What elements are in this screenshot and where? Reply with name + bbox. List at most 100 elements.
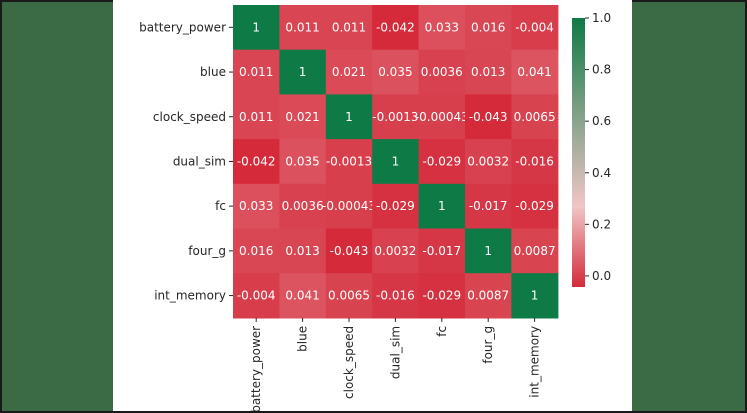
cell-value-label: 0.013 (285, 244, 319, 258)
heatmap-cell (233, 5, 280, 51)
cell-value-label: -0.017 (469, 199, 508, 213)
cell-value-label: -0.004 (237, 289, 276, 303)
y-tick-label: blue (200, 65, 226, 79)
x-tick-label: battery_power (249, 326, 263, 411)
heatmap-cell (279, 273, 327, 319)
heatmap-cell (465, 94, 512, 140)
cell-value-label: 0.011 (239, 65, 273, 79)
cell-value-label: -0.042 (237, 154, 276, 168)
cell-value-label: -0.043 (469, 110, 508, 124)
cell-value-label: 0.035 (285, 154, 319, 168)
cell-value-label: 0.0032 (374, 244, 416, 258)
cell-value-label: -0.016 (515, 154, 554, 168)
x-axis-labels: battery_power blue clock_speed dual_sim fc fo… (249, 317, 542, 411)
y-tick-label: four_g (188, 244, 226, 258)
cell-value-label: 0.041 (517, 65, 551, 79)
heatmap-cell (325, 49, 373, 95)
cell-value-label: 1 (531, 289, 539, 303)
cell-value-label: -0.029 (422, 154, 461, 168)
x-tick-label: four_g (481, 326, 495, 364)
heatmap-cell (372, 94, 420, 140)
heatmap-cell (233, 228, 280, 274)
colorbar-tick-label: 0.8 (592, 63, 611, 77)
heatmap-cell (279, 183, 327, 230)
cell-value-label: -0.029 (422, 289, 461, 303)
heatmap-cell (279, 228, 327, 274)
cell-value-label: -0.017 (422, 244, 461, 258)
cell-value-label: -0.029 (376, 199, 415, 213)
colorbar-tick-label: 0.4 (592, 166, 611, 180)
heatmap-cell (465, 5, 512, 51)
heatmap-cell (418, 139, 466, 185)
heatmap-cell (372, 49, 420, 95)
heatmap-cell (465, 49, 512, 95)
heatmap-cell (233, 183, 280, 230)
heatmap-cell (372, 5, 420, 51)
cell-value-label: 0.0032 (467, 154, 509, 168)
heatmap-cell (511, 273, 559, 319)
cell-value-label: 0.041 (285, 289, 319, 303)
figure-panel: 1 0.011 0.011 -0.042 0.033 0.016 -0.004 0.011 1 0… (113, 0, 632, 411)
cell-value-label: 1 (252, 20, 260, 34)
cell-value-label: 0.016 (471, 20, 505, 34)
heatmap-cell (418, 5, 466, 51)
y-tick-label: clock_speed (153, 110, 226, 124)
x-tick-label: int_memory (528, 326, 542, 398)
heatmap-cell (325, 228, 373, 274)
cell-value-label: -0.042 (376, 20, 415, 34)
cell-value-label: 0.035 (378, 65, 412, 79)
heatmap-cell (279, 94, 327, 140)
cell-value-label: 0.0036 (421, 65, 463, 79)
cell-value-label: 0.011 (239, 110, 273, 124)
heatmap-cell (511, 183, 559, 230)
x-tick-label: fc (435, 326, 449, 337)
heatmap-cell (511, 94, 559, 140)
cell-value-label: 0.0036 (282, 199, 324, 213)
cell-value-label: 0.0087 (514, 244, 556, 258)
colorbar: 0.0 0.2 0.4 0.6 0.8 1.0 (572, 11, 611, 287)
heatmap-cell (325, 183, 373, 230)
heatmap-cell (465, 139, 512, 185)
y-tick-label: fc (215, 199, 226, 213)
x-tick-label: blue (296, 326, 310, 352)
x-tick-label: dual_sim (388, 326, 402, 379)
cell-value-label: -0.0013 (326, 154, 372, 168)
cell-value-label: -0.029 (515, 199, 554, 213)
heatmap-cell (233, 94, 280, 140)
heatmap-cell (233, 49, 280, 95)
cell-value-label: 0.016 (239, 244, 273, 258)
cell-value-label: 0.033 (425, 20, 459, 34)
heatmap-cell (325, 5, 373, 51)
colorbar-tick-label: 1.0 (592, 11, 611, 25)
cell-value-label: -0.00043 (415, 110, 469, 124)
cell-value-label: -0.0013 (372, 110, 418, 124)
cell-value-label: 1 (392, 154, 400, 168)
heatmap-cells: 1 0.011 0.011 -0.042 0.033 0.016 -0.004 0.011 1 0… (233, 5, 559, 319)
heatmap-cell (511, 5, 559, 51)
y-tick-label: int_memory (154, 289, 226, 303)
heatmap-cell (465, 228, 512, 274)
cell-value-label: 0.0065 (514, 110, 556, 124)
heatmap-cell (372, 139, 420, 185)
cell-value-label: 0.021 (332, 65, 366, 79)
heatmap-cell (372, 228, 420, 274)
y-tick-label: battery_power (139, 20, 226, 34)
heatmap-cell (465, 273, 512, 319)
heatmap-cell (279, 5, 327, 51)
colorbar-tick-label: 0.0 (592, 269, 611, 283)
heatmap-cell (279, 49, 327, 95)
cell-value-label: 1 (345, 110, 353, 124)
cell-value-label: 0.011 (285, 20, 319, 34)
heatmap-cell (372, 273, 420, 319)
cell-value-label: 1 (299, 65, 307, 79)
cell-value-label: -0.016 (376, 289, 415, 303)
cell-value-label: 0.011 (332, 20, 366, 34)
heatmap-cell (233, 273, 280, 319)
cell-value-label: -0.004 (515, 20, 554, 34)
heatmap-cell (418, 273, 466, 319)
heatmap-cell (418, 228, 466, 274)
colorbar-tick-label: 0.2 (592, 217, 611, 231)
heatmap-cell (418, 183, 466, 230)
